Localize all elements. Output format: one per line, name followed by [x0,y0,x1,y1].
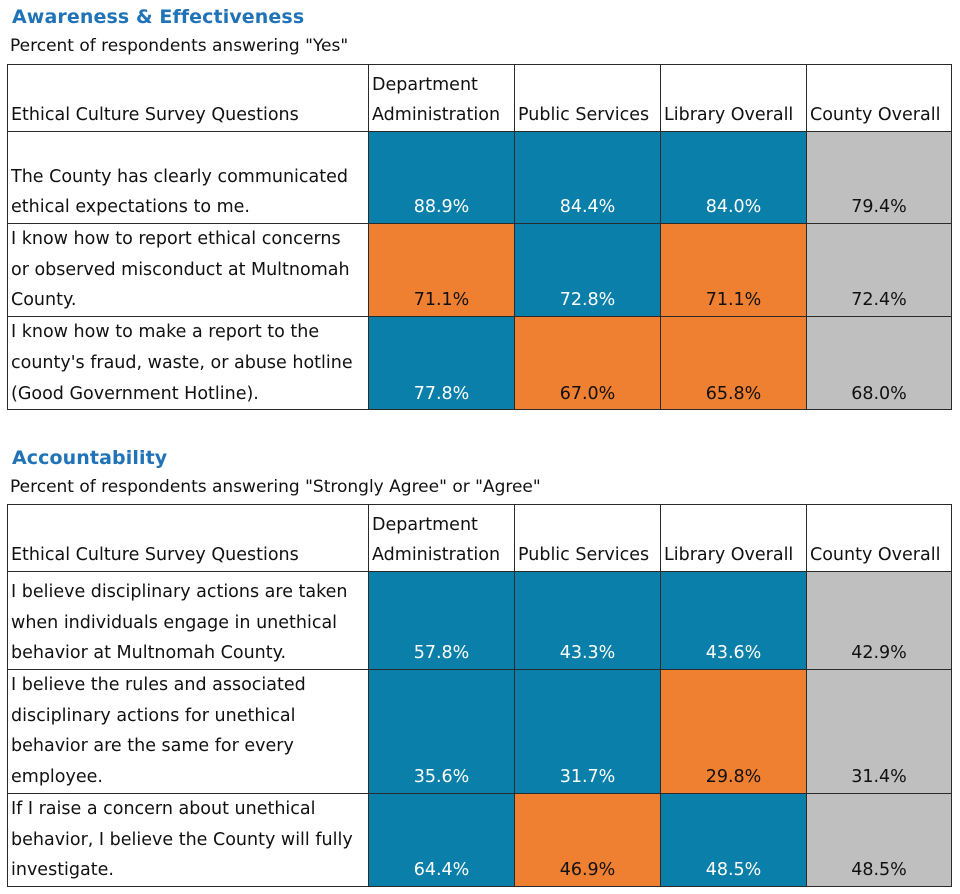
value-cell: 43.3% [514,571,661,670]
header-questions: Ethical Culture Survey Questions [7,64,369,132]
value-cell: 65.8% [660,316,807,411]
section-title: Awareness & Effectiveness [12,6,305,28]
question-cell: I know how to make a report to the count… [7,316,369,411]
question-cell: I believe disciplinary actions are taken… [7,571,369,670]
header-library-overall: Library Overall [660,64,807,132]
table-row: I know how to report ethical concerns or… [7,222,952,318]
value-cell: 67.0% [514,316,661,411]
value-cell: 35.6% [368,669,515,794]
value-cell: 72.4% [806,222,952,318]
value-cell: 43.6% [660,571,807,670]
section-title: Accountability [12,447,168,469]
value-cell: 71.1% [660,222,807,318]
value-cell: 84.4% [514,131,661,224]
section-subtitle: Percent of respondents answering "Yes" [10,36,349,56]
header-public-services: Public Services [514,64,661,132]
value-cell: 31.4% [806,669,952,794]
survey-table: Ethical Culture Survey Questions Departm… [7,504,952,887]
value-cell: 68.0% [806,316,952,411]
section-subtitle: Percent of respondents answering "Strong… [10,477,541,497]
value-cell: 31.7% [514,669,661,794]
survey-table: Ethical Culture Survey Questions Departm… [7,64,952,411]
value-cell: 84.0% [660,131,807,224]
value-cell: 46.9% [514,792,661,887]
header-county-overall: County Overall [806,64,952,132]
value-cell: 29.8% [660,669,807,794]
value-cell: 79.4% [806,131,952,224]
question-cell: If I raise a concern about unethical beh… [7,792,369,887]
table-row: I believe the rules and associated disci… [7,669,952,794]
header-department-administration: Department Administration [368,504,515,572]
value-cell: 48.5% [806,792,952,887]
header-county-overall: County Overall [806,504,952,572]
header-public-services: Public Services [514,504,661,572]
table-row: I believe disciplinary actions are taken… [7,571,952,670]
header-department-administration: Department Administration [368,64,515,132]
value-cell: 64.4% [368,792,515,887]
table-row: If I raise a concern about unethical beh… [7,792,952,887]
value-cell: 48.5% [660,792,807,887]
question-cell: I know how to report ethical concerns or… [7,222,369,318]
value-cell: 57.8% [368,571,515,670]
value-cell: 88.9% [368,131,515,224]
value-cell: 71.1% [368,222,515,318]
question-cell: I believe the rules and associated disci… [7,669,369,794]
value-cell: 42.9% [806,571,952,670]
question-cell: The County has clearly communicated ethi… [7,131,369,224]
table-row: I know how to make a report to the count… [7,316,952,411]
table-row: The County has clearly communicated ethi… [7,131,952,224]
header-library-overall: Library Overall [660,504,807,572]
value-cell: 72.8% [514,222,661,318]
header-questions: Ethical Culture Survey Questions [7,504,369,572]
value-cell: 77.8% [368,316,515,411]
